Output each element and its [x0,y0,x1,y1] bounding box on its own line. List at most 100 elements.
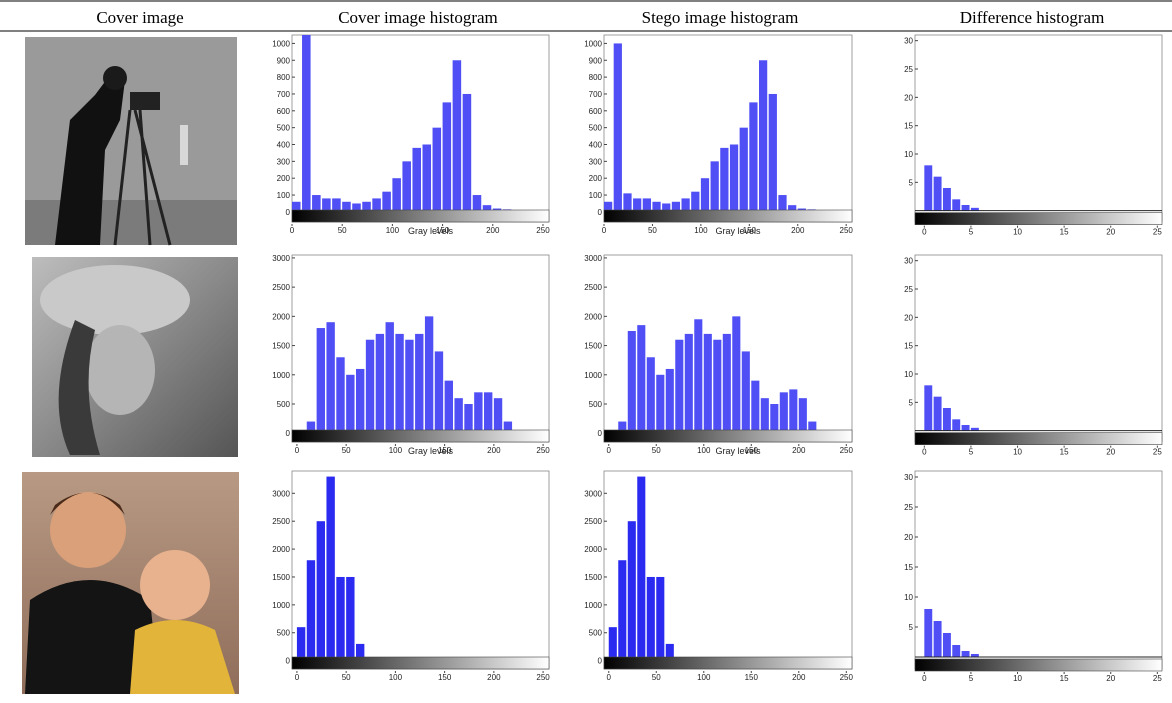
y-tick-label: 1000 [272,39,290,48]
y-tick-label: 15 [904,342,913,351]
bar [342,201,351,212]
x-tick-label: 0 [290,226,295,235]
x-tick-label: 50 [652,673,661,682]
y-tick-label: 2000 [584,312,602,321]
bar [464,404,473,434]
bar [434,351,444,434]
y-tick-label: 200 [589,174,603,183]
y-tick-label: 30 [904,473,913,482]
bar [627,330,636,434]
bar [415,333,424,434]
bar [312,195,321,212]
bars [924,165,979,211]
y-tick-label: 1000 [584,371,602,380]
x-tick-label: 20 [1106,228,1115,237]
gray-colorbar [914,658,1163,672]
bar [372,198,381,212]
x-axis-label: Gray levels [715,446,761,456]
bars [618,316,826,434]
y-tick-label: 600 [589,107,603,116]
x-tick-label: 0 [607,673,612,682]
y-tick-label: 800 [277,73,291,82]
bar [720,147,729,212]
y-tick-label: 20 [904,93,913,102]
bar [924,165,933,211]
bar [462,93,472,212]
bar [656,374,665,434]
x-axis-label: Gray levels [715,226,761,236]
bar [952,645,961,657]
x-tick-label: 250 [840,226,854,235]
x-tick-label: 50 [652,446,661,455]
bar [316,521,325,661]
bar [302,35,311,212]
y-tick-label: 900 [589,56,603,65]
bar [484,392,493,434]
x-tick-label: 15 [1060,674,1069,683]
bar [316,328,325,434]
x-tick-label: 0 [922,228,927,237]
y-tick-label: 20 [904,533,913,542]
x-axis-label: Gray levels [408,446,454,456]
y-tick-label: 1000 [584,39,602,48]
bar [933,396,942,431]
bar [322,198,331,212]
x-tick-label: 10 [1013,448,1022,457]
bar [671,201,681,212]
bar [326,476,335,661]
x-tick-label: 10 [1013,674,1022,683]
bar [637,476,646,661]
y-tick-label: 15 [904,563,913,572]
bar [365,339,375,434]
bars [296,476,365,661]
bar [700,178,710,212]
x-tick-label: 100 [386,226,400,235]
bar [770,404,779,434]
x-tick-label: 250 [536,226,550,235]
plot-frame [914,34,1163,223]
bar [722,333,731,434]
bars [924,609,979,657]
y-tick-label: 2500 [272,517,290,526]
bar [749,102,758,212]
y-tick-label: 10 [904,150,913,159]
x-tick-label: 25 [1153,448,1162,457]
y-tick-label: 5 [909,398,914,407]
x-tick-label: 250 [840,673,854,682]
y-tick-label: 30 [904,257,913,266]
y-tick-label: 0 [598,657,603,666]
gray-colorbar [603,656,853,670]
x-tick-label: 20 [1106,448,1115,457]
x-tick-label: 0 [602,226,607,235]
bar [604,201,613,212]
bar [385,322,394,434]
bar [942,633,951,657]
x-tick-label: 50 [648,226,657,235]
y-tick-label: 300 [589,157,603,166]
cover-photo [32,257,238,457]
bar [306,560,316,661]
bar [656,576,665,661]
y-tick-label: 1000 [272,601,290,610]
bar [713,339,722,434]
y-tick-label: 1500 [272,573,290,582]
x-tick-label: 200 [486,226,500,235]
y-tick-label: 1000 [272,371,290,380]
bar [332,198,341,212]
x-tick-label: 200 [791,226,805,235]
x-tick-label: 150 [438,446,452,455]
y-tick-label: 2500 [584,283,602,292]
gray-colorbar [291,429,550,443]
bar [474,392,483,434]
y-tick-label: 0 [598,429,603,438]
bars [306,316,522,434]
bar [970,654,979,657]
x-tick-label: 50 [342,446,351,455]
y-tick-label: 30 [904,37,913,46]
x-tick-label: 250 [536,446,550,455]
x-tick-label: 100 [697,446,711,455]
y-tick-label: 15 [904,122,913,131]
bar [424,316,434,434]
bar [375,333,385,434]
x-tick-label: 200 [792,446,806,455]
